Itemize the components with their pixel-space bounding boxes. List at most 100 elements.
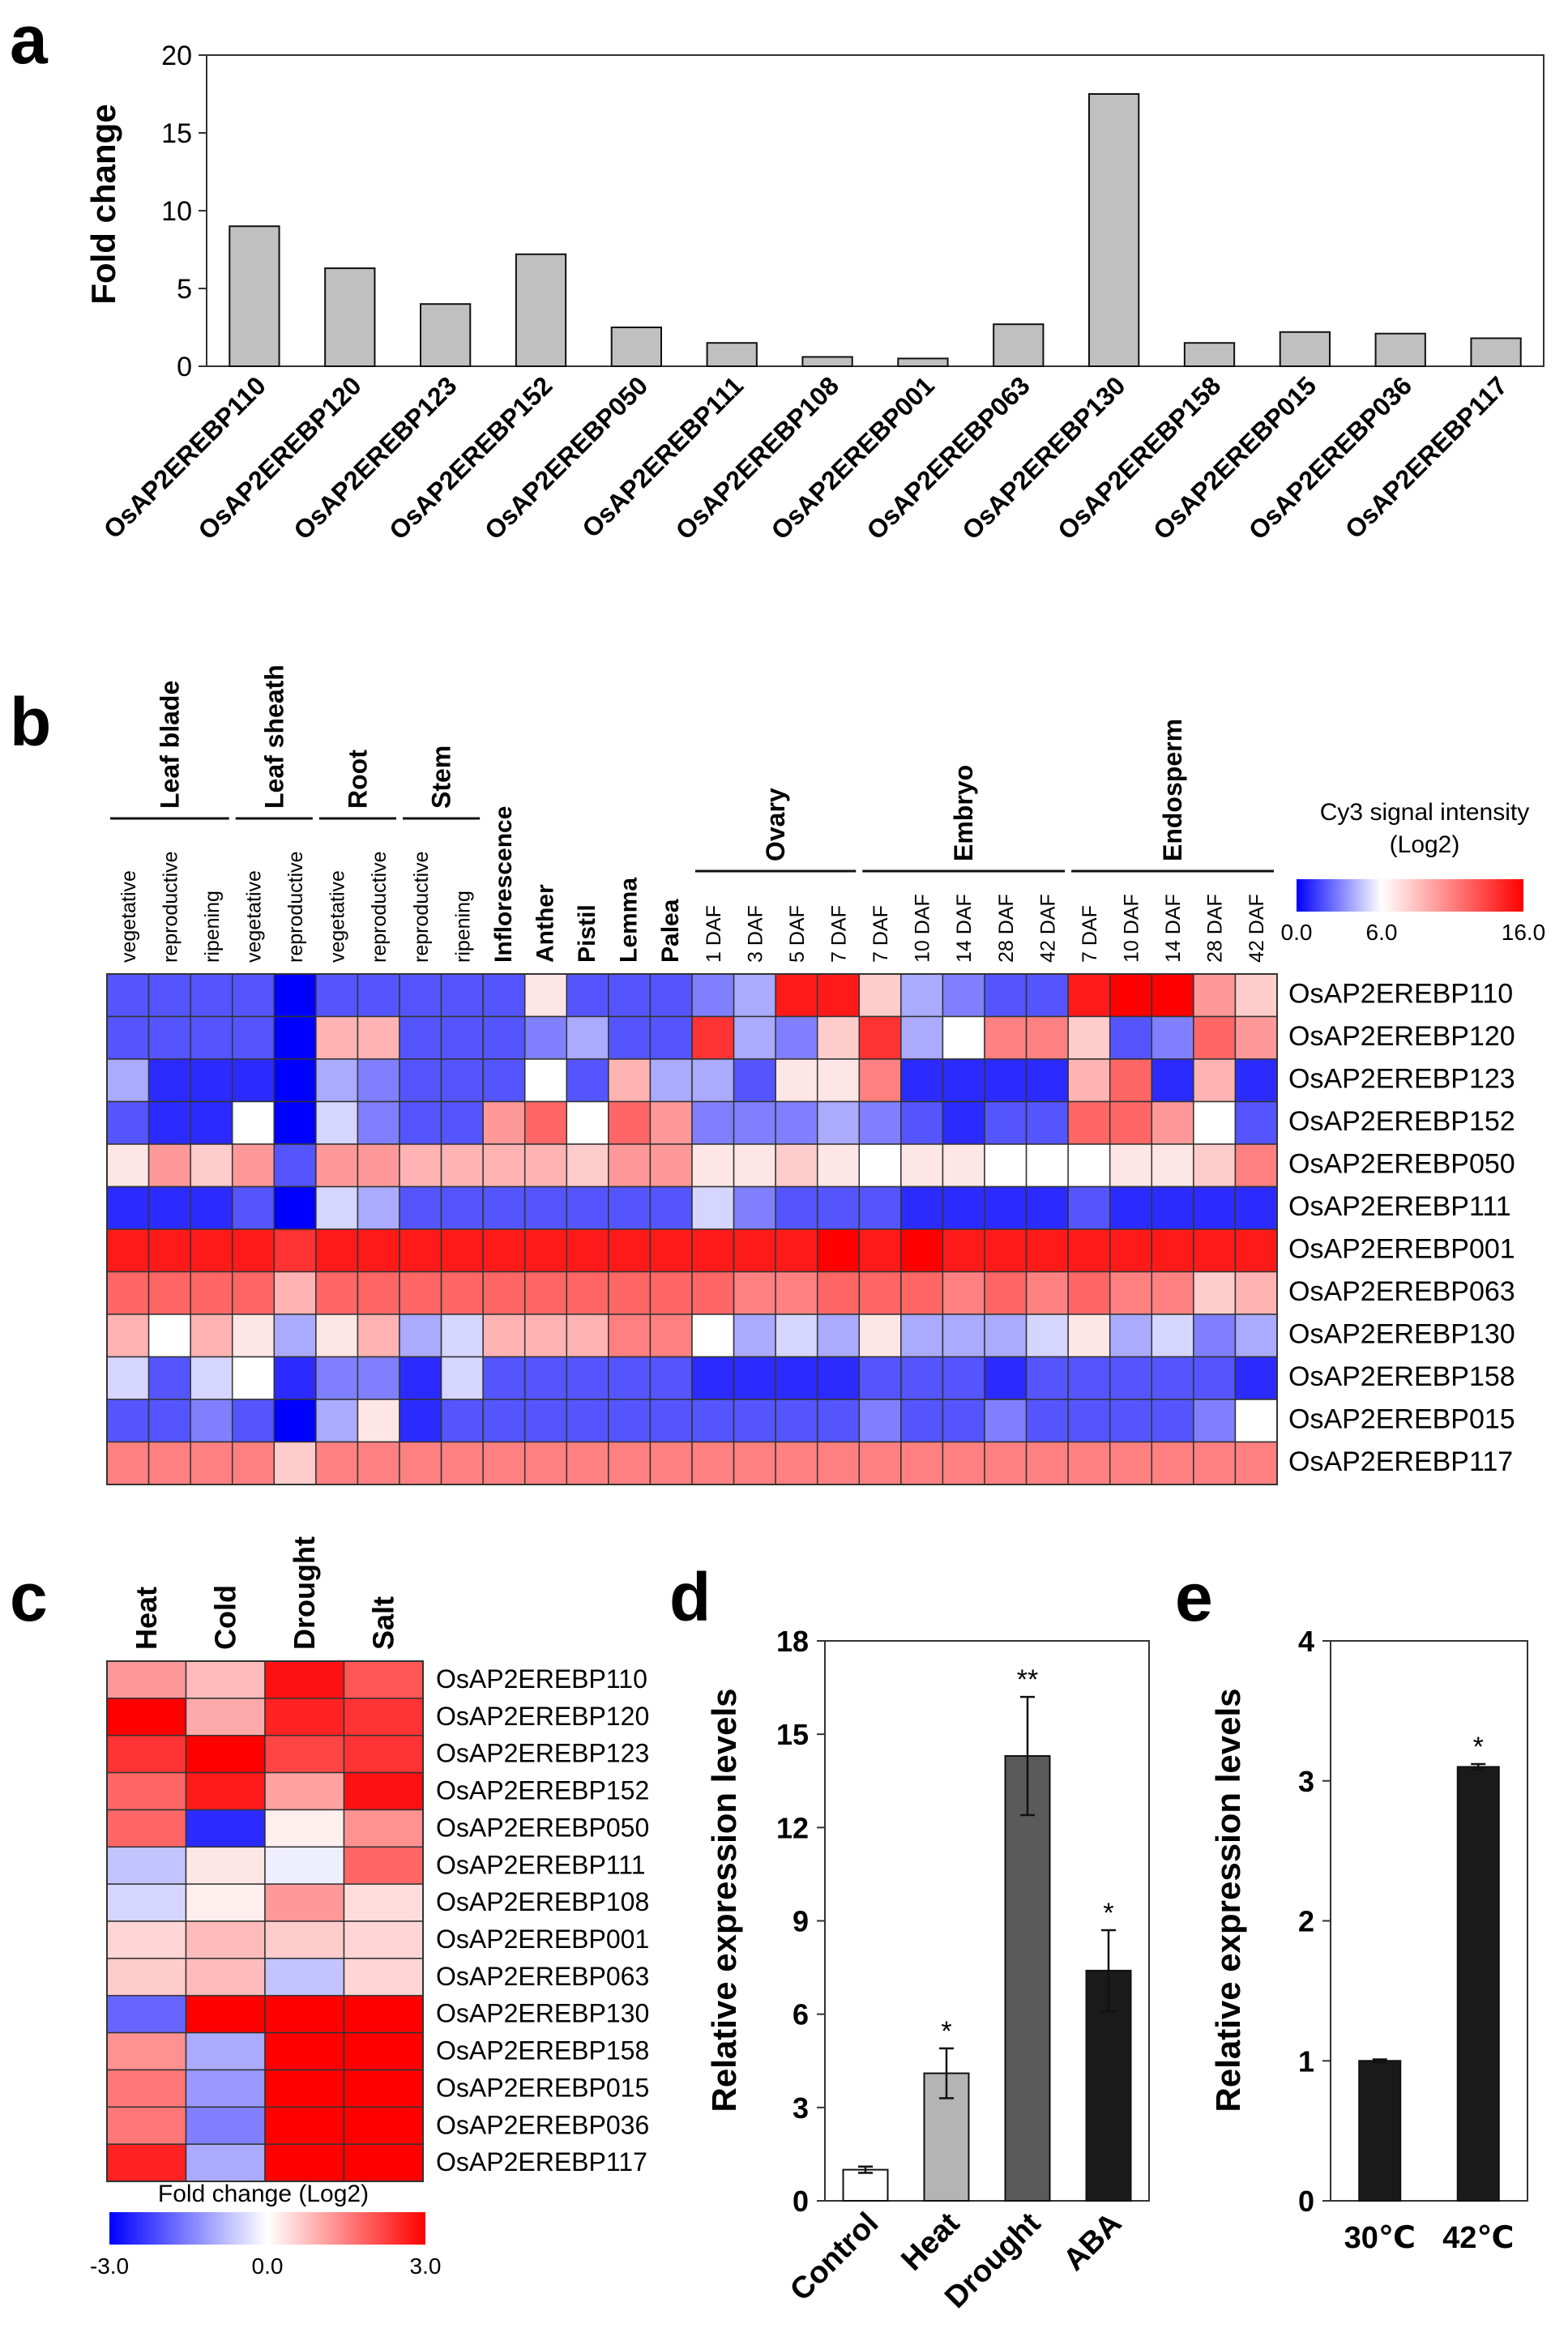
panel-d-y-tick-label: 3: [793, 2091, 809, 2125]
panel-b-heatmap-cell: [190, 1356, 233, 1400]
panel-a-bar: [229, 225, 280, 368]
panel-b-heatmap-cell: [315, 1314, 359, 1358]
panel-a-x-tick-label: OsAP2EREBP063: [861, 370, 1035, 545]
panel-a-bar: [897, 357, 949, 367]
panel-b-heatmap-cell: [315, 1185, 359, 1230]
panel-b-heatmap-cell: [1067, 1441, 1111, 1485]
panel-b-heatmap-cell: [1109, 1228, 1153, 1273]
panel-b-heatmap-cell: [147, 973, 191, 1018]
panel-b-heatmap-cell: [984, 1100, 1028, 1145]
panel-b-column-label: Lemma: [616, 878, 643, 963]
panel-e-bar: [1456, 1766, 1500, 2202]
panel-b-heatmap-cell: [1193, 1314, 1237, 1358]
panel-a-bar: [420, 303, 472, 368]
panel-b-heatmap-cell: [482, 1058, 526, 1103]
panel-b-heatmap-cell: [691, 1356, 735, 1400]
panel-b-heatmap-cell: [649, 1314, 693, 1358]
panel-b-heatmap-cell: [1025, 1399, 1069, 1443]
panel-b-heatmap-cell: [231, 1185, 276, 1230]
panel-b-heatmap-cell: [523, 1100, 568, 1145]
panel-b-heatmap-cell: [1234, 1356, 1278, 1400]
panel-c-heatmap-cell: [106, 1958, 187, 1997]
panel-b-heatmap-cell: [147, 1441, 191, 1485]
panel-b-row-label: OsAP2EREBP158: [1288, 1361, 1515, 1392]
panel-b-column-label: Anther: [532, 884, 559, 963]
panel-b-heatmap-cell: [1234, 1143, 1278, 1188]
panel-b-heatmap-cell: [1067, 973, 1111, 1018]
panel-b-heatmap-cell: [816, 1058, 861, 1103]
panel-b-row-label: OsAP2EREBP120: [1288, 1021, 1515, 1052]
panel-b-heatmap-cell: [399, 1441, 442, 1485]
panel-b-heatmap-cell: [440, 1058, 484, 1103]
panel-b-heatmap-cell: [523, 1228, 568, 1273]
panel-b-column-label: 14 DAF: [953, 894, 976, 963]
panel-b-heatmap-cell: [984, 1228, 1028, 1273]
panel-b-heatmap-cell: [566, 1441, 609, 1485]
panel-b-heatmap-cell: [1025, 1015, 1069, 1060]
panel-b-heatmap-cell: [900, 1185, 944, 1230]
panel-b-heatmap-cell: [273, 1143, 317, 1188]
panel-c-heatmap-cell: [185, 1660, 266, 1699]
panel-c-heatmap-cell: [343, 1809, 424, 1848]
panel-c-column-label: Drought: [288, 1536, 321, 1650]
panel-b-heatmap-cell: [357, 1100, 400, 1145]
panel-b-heatmap-cell: [900, 1356, 944, 1400]
panel-b-column-label: reproductive: [410, 851, 433, 963]
panel-b-heatmap-cell: [649, 1143, 693, 1188]
panel-c-heatmap-cell: [343, 1771, 424, 1811]
panel-b-legend-tick: 0.0: [1281, 920, 1313, 945]
panel-a-x-tick-label: OsAP2EREBP050: [479, 370, 653, 545]
panel-b-column-label: Pistil: [574, 904, 600, 963]
panel-b-heatmap-cell: [357, 1441, 400, 1485]
panel-c-column-label: Cold: [208, 1585, 241, 1650]
panel-c-heatmap-cell: [264, 1994, 345, 2034]
panel-a-x-tick-label: OsAP2EREBP117: [1339, 370, 1513, 544]
panel-b-heatmap-cell: [1067, 1058, 1111, 1103]
panel-b-heatmap-cell: [147, 1228, 191, 1273]
panel-b-heatmap-cell: [858, 1143, 902, 1188]
panel-b-heatmap-cell: [1234, 1271, 1278, 1315]
panel-b-heatmap-cell: [1067, 1314, 1111, 1358]
panel-b-row-label: OsAP2EREBP001: [1288, 1234, 1515, 1265]
panel-b-heatmap-cell: [733, 1356, 776, 1400]
panel-b-heatmap-cell: [106, 1100, 150, 1145]
panel-b-heatmap-cell: [733, 1185, 776, 1230]
panel-b-heatmap-cell: [942, 1314, 985, 1358]
panel-e-y-tick-label: 0: [1298, 2185, 1314, 2218]
panel-b-heatmap-cell: [1067, 1100, 1111, 1145]
panel-b-heatmap-cell: [440, 1185, 484, 1230]
panel-b-heatmap-cell: [984, 1271, 1028, 1315]
panel-b-heatmap-cell: [399, 1058, 442, 1103]
panel-b-heatmap-cell: [190, 1399, 233, 1443]
panel-b-heatmap-cell: [1234, 973, 1278, 1018]
panel-b-column-label: 7 DAF: [828, 905, 851, 963]
panel-b-heatmap-cell: [399, 1015, 442, 1060]
panel-b-heatmap-cell: [231, 1399, 276, 1443]
panel-e-bar: [1358, 2060, 1402, 2202]
panel-a-x-tick-label: OsAP2EREBP036: [1243, 370, 1417, 545]
panel-b-heatmap-cell: [733, 1143, 776, 1188]
panel-c-row-label: OsAP2EREBP123: [436, 1739, 649, 1768]
panel-b-heatmap-cell: [106, 1015, 150, 1060]
panel-b-heatmap-cell: [231, 1015, 276, 1060]
panel-b-heatmap-cell: [816, 973, 861, 1018]
panel-e-x-tick-label: 42℃: [1442, 2221, 1514, 2255]
panel-b-heatmap-cell: [1193, 1185, 1237, 1230]
panel-b-heatmap-cell: [523, 1314, 568, 1358]
panel-b-heatmap-cell: [566, 1228, 609, 1273]
panel-b-heatmap-cell: [858, 1015, 902, 1060]
panel-b-heatmap-cell: [106, 973, 150, 1018]
panel-b-heatmap-cell: [357, 1143, 400, 1188]
panel-a-y-tick-label: 5: [177, 274, 192, 305]
panel-c-heatmap-cell: [343, 2031, 424, 2071]
panel-a-bar-chart: Fold change 05101520OsAP2EREBP110OsAP2ER…: [84, 41, 1545, 545]
panel-c-heatmap-cell: [106, 1883, 187, 1922]
panel-c-heatmap-cell: [264, 2106, 345, 2145]
panel-b-heatmap-cell: [566, 1356, 609, 1400]
panel-b-heatmap-cell: [1234, 1314, 1278, 1358]
panel-c-heatmap-cell: [264, 1883, 345, 1922]
panel-b-row-label: OsAP2EREBP110: [1288, 979, 1513, 1010]
panel-b-heatmap-cell: [1151, 1441, 1194, 1485]
panel-b-heatmap-cell: [566, 1271, 609, 1315]
